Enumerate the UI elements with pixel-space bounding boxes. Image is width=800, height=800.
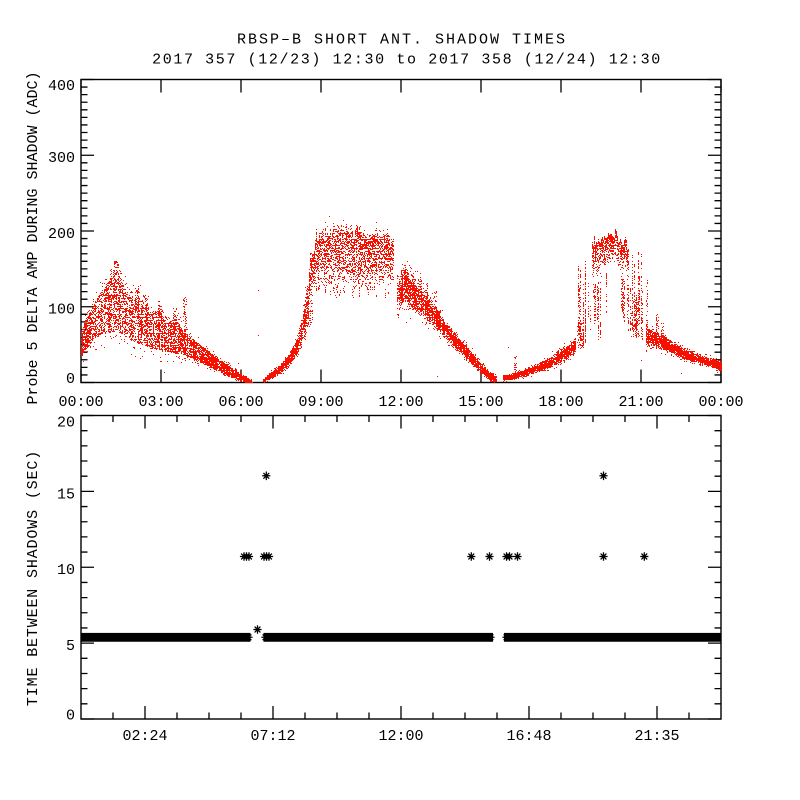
svg-text:0: 0	[66, 371, 75, 388]
svg-text:15: 15	[57, 486, 75, 503]
svg-text:21:00: 21:00	[618, 394, 663, 411]
svg-text:16:48: 16:48	[506, 728, 551, 745]
svg-text:12:00: 12:00	[378, 394, 423, 411]
svg-text:06:00: 06:00	[218, 394, 263, 411]
svg-text:21:35: 21:35	[634, 728, 679, 745]
svg-text:07:12: 07:12	[250, 728, 295, 745]
svg-text:02:24: 02:24	[122, 728, 167, 745]
svg-text:5: 5	[66, 638, 75, 655]
svg-text:300: 300	[48, 150, 75, 167]
svg-text:200: 200	[48, 226, 75, 243]
svg-text:09:00: 09:00	[298, 394, 343, 411]
svg-text:100: 100	[48, 302, 75, 319]
svg-text:RBSP–B SHORT ANT. SHADOW TIMES: RBSP–B SHORT ANT. SHADOW TIMES	[237, 32, 567, 49]
svg-text:TIME BETWEEN SHADOWS (SEC): TIME BETWEEN SHADOWS (SEC)	[25, 450, 42, 706]
svg-text:00:00: 00:00	[58, 394, 103, 411]
svg-text:18:00: 18:00	[538, 394, 583, 411]
svg-text:12:00: 12:00	[378, 728, 423, 745]
svg-text:20: 20	[57, 414, 75, 431]
svg-text:Probe 5 DELTA AMP DURING SHADO: Probe 5 DELTA AMP DURING SHADOW (ADC)	[25, 71, 42, 404]
svg-text:0: 0	[66, 708, 75, 725]
svg-text:10: 10	[57, 562, 75, 579]
svg-text:03:00: 03:00	[138, 394, 183, 411]
svg-text:00:00: 00:00	[698, 394, 743, 411]
svg-text:2017 357 (12/23) 12:30 to 2017: 2017 357 (12/23) 12:30 to 2017 358 (12/2…	[152, 52, 662, 69]
svg-text:400: 400	[48, 78, 75, 95]
svg-text:15:00: 15:00	[458, 394, 503, 411]
